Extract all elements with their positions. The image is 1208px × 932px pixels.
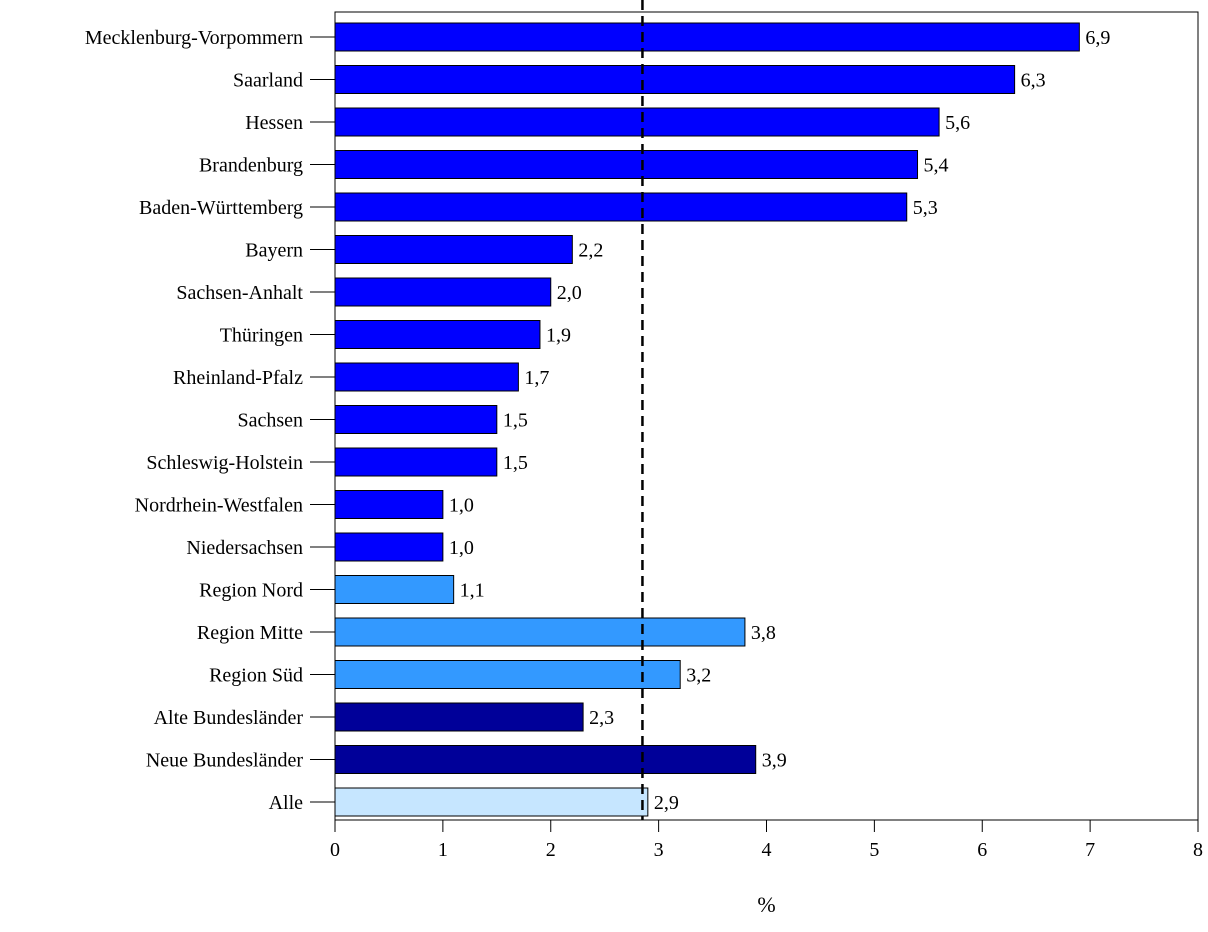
- x-axis-label: %: [757, 892, 775, 917]
- bar: [334, 277, 552, 307]
- category-label: Thüringen: [220, 325, 303, 347]
- category-label: Neue Bundesländer: [146, 750, 304, 772]
- category-label: Alle: [269, 792, 304, 814]
- category-label: Region Mitte: [197, 622, 303, 644]
- value-label: 1,0: [449, 537, 474, 559]
- category-label: Region Süd: [209, 665, 303, 687]
- bar: [334, 405, 498, 434]
- bar: [334, 490, 444, 519]
- value-label: 1,7: [524, 367, 549, 389]
- value-label: 6,9: [1085, 27, 1110, 49]
- bar: [334, 660, 681, 689]
- value-label: 3,9: [762, 750, 787, 772]
- category-label: Rheinland-Pfalz: [173, 367, 303, 389]
- value-label: 2,9: [654, 792, 679, 814]
- x-tick-label: 1: [438, 839, 448, 861]
- bar: [334, 107, 940, 137]
- category-label: Bayern: [245, 240, 303, 262]
- value-label: 2,0: [557, 282, 582, 304]
- category-label: Nordrhein-Westfalen: [135, 495, 303, 517]
- bar: [334, 702, 584, 732]
- value-label: 5,6: [945, 112, 970, 134]
- category-label: Region Nord: [199, 580, 303, 602]
- x-tick-label: 7: [1085, 839, 1095, 861]
- bar: [334, 787, 649, 817]
- bar: [334, 192, 908, 222]
- bar: [334, 745, 757, 774]
- x-tick-label: 2: [546, 839, 556, 861]
- x-tick-label: 8: [1193, 839, 1203, 861]
- category-label: Sachsen-Anhalt: [176, 282, 303, 304]
- value-label: 3,2: [686, 665, 711, 687]
- bar: [334, 65, 1016, 94]
- category-label: Brandenburg: [199, 155, 303, 177]
- value-label: 1,0: [449, 495, 474, 517]
- value-label: 1,5: [503, 452, 528, 474]
- x-axis: 0 1 2 3 4 5 6 7 8: [330, 820, 1203, 861]
- x-tick-label: 6: [977, 839, 987, 861]
- value-label: 3,8: [751, 622, 776, 644]
- bar: [334, 447, 498, 477]
- category-label: Baden-Württemberg: [139, 197, 303, 219]
- value-label: 2,3: [589, 707, 614, 729]
- bar: [334, 575, 455, 604]
- category-label: Hessen: [245, 112, 303, 134]
- value-label: 1,5: [503, 410, 528, 432]
- category-label: Mecklenburg-Vorpommern: [85, 27, 303, 49]
- x-tick-label: 0: [330, 839, 340, 861]
- value-label: 1,9: [546, 325, 571, 347]
- bar: [334, 150, 919, 179]
- x-tick-label: 5: [869, 839, 879, 861]
- category-label: Alte Bundesländer: [154, 707, 304, 729]
- x-tick-label: 3: [654, 839, 664, 861]
- bar: [334, 22, 1080, 52]
- category-label: Schleswig-Holstein: [146, 452, 303, 474]
- value-labels: 6,9 6,3 5,6 5,4 5,3 2,2 2,0 1,9 1,7 1,5 1,5 1,0 1,0 1…: [449, 27, 1110, 814]
- value-label: 2,2: [578, 240, 603, 262]
- value-label: 1,1: [460, 580, 485, 602]
- category-label: Sachsen: [237, 410, 303, 432]
- bar: [334, 362, 519, 392]
- value-label: 6,3: [1021, 70, 1046, 92]
- bar: [334, 235, 573, 264]
- category-label: Niedersachsen: [186, 537, 303, 559]
- bar: [334, 532, 444, 562]
- bars-group: [334, 22, 1080, 817]
- value-label: 5,3: [913, 197, 938, 219]
- value-label: 5,4: [924, 155, 949, 177]
- bar: [334, 617, 746, 647]
- category-label: Saarland: [233, 70, 303, 92]
- x-tick-label: 4: [762, 839, 772, 861]
- category-labels: Mecklenburg-Vorpommern Saarland Hessen Bran…: [85, 27, 335, 814]
- bar: [334, 320, 541, 349]
